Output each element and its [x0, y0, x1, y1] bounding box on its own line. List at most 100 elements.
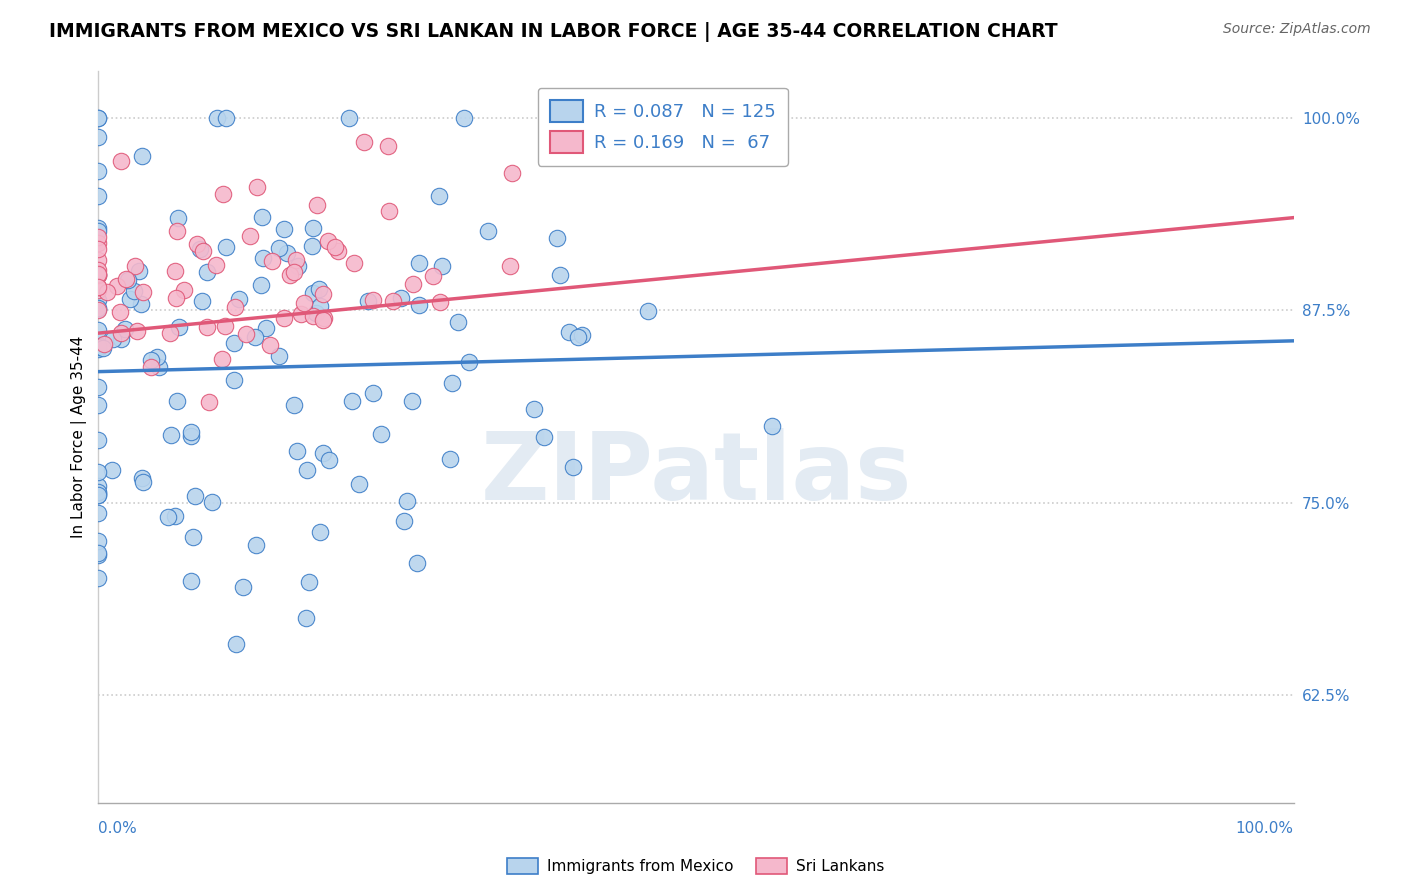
- Point: [108, 305, 131, 319]
- Point: [546, 231, 568, 245]
- Legend: Immigrants from Mexico, Sri Lankans: Immigrants from Mexico, Sri Lankans: [499, 851, 893, 882]
- Point: [173, 283, 195, 297]
- Point: [87, 268, 110, 282]
- Point: [132, 285, 155, 299]
- Point: [114, 322, 136, 336]
- Point: [110, 153, 132, 168]
- Point: [124, 259, 146, 273]
- Point: [318, 453, 340, 467]
- Point: [117, 273, 139, 287]
- Point: [276, 245, 298, 260]
- Point: [190, 242, 212, 256]
- Point: [132, 475, 155, 489]
- Point: [87, 485, 110, 500]
- Point: [165, 291, 187, 305]
- Point: [129, 297, 152, 311]
- Point: [87, 488, 110, 502]
- Point: [280, 268, 302, 282]
- Point: [294, 611, 316, 625]
- Point: [361, 293, 384, 308]
- Point: [87, 220, 110, 235]
- Point: [87, 548, 110, 562]
- Point: [499, 259, 522, 273]
- Point: [250, 211, 273, 225]
- Point: [87, 338, 110, 352]
- Point: [353, 135, 375, 149]
- Point: [166, 211, 188, 225]
- Point: [239, 229, 262, 244]
- Point: [283, 399, 305, 413]
- Point: [211, 352, 233, 367]
- Point: [285, 253, 308, 268]
- Point: [125, 324, 148, 338]
- Point: [87, 534, 110, 549]
- Point: [287, 259, 309, 273]
- Point: [87, 280, 110, 294]
- Point: [93, 337, 115, 351]
- Point: [249, 278, 271, 293]
- Point: [183, 489, 205, 503]
- Point: [159, 326, 181, 341]
- Point: [87, 546, 110, 560]
- Point: [214, 318, 236, 333]
- Point: [439, 452, 461, 467]
- Point: [87, 111, 110, 125]
- Text: 0.0%: 0.0%: [98, 821, 138, 836]
- Point: [87, 262, 110, 277]
- Point: [283, 265, 305, 279]
- Text: 100.0%: 100.0%: [1236, 821, 1294, 836]
- Point: [224, 336, 246, 351]
- Point: [501, 166, 523, 180]
- Point: [122, 284, 145, 298]
- Point: [205, 258, 228, 272]
- Point: [87, 343, 110, 357]
- Point: [195, 265, 218, 279]
- Point: [302, 286, 325, 301]
- Point: [87, 301, 110, 316]
- Point: [87, 488, 110, 502]
- Point: [215, 111, 238, 125]
- Point: [254, 321, 277, 335]
- Point: [87, 434, 110, 448]
- Point: [252, 251, 274, 265]
- Point: [235, 327, 257, 342]
- Point: [201, 495, 224, 509]
- Point: [290, 307, 312, 321]
- Point: [87, 235, 110, 250]
- Point: [377, 139, 399, 153]
- Point: [314, 310, 336, 325]
- Point: [224, 373, 246, 387]
- Point: [308, 524, 330, 539]
- Point: [101, 463, 124, 477]
- Point: [165, 508, 187, 523]
- Point: [87, 242, 110, 256]
- Point: [342, 394, 364, 409]
- Point: [269, 349, 291, 363]
- Point: [273, 221, 295, 235]
- Point: [87, 252, 110, 267]
- Text: Source: ZipAtlas.com: Source: ZipAtlas.com: [1223, 22, 1371, 37]
- Point: [120, 292, 142, 306]
- Point: [316, 234, 339, 248]
- Point: [401, 393, 423, 408]
- Point: [160, 428, 183, 442]
- Point: [395, 494, 418, 508]
- Point: [308, 281, 330, 295]
- Point: [382, 293, 405, 308]
- Point: [427, 189, 450, 203]
- Point: [163, 264, 186, 278]
- Point: [87, 188, 110, 202]
- Point: [205, 111, 228, 125]
- Point: [180, 574, 202, 588]
- Point: [228, 292, 250, 306]
- Point: [87, 486, 110, 500]
- Point: [262, 253, 284, 268]
- Point: [166, 394, 188, 409]
- Point: [326, 244, 349, 259]
- Point: [180, 425, 202, 439]
- Point: [370, 427, 392, 442]
- Point: [110, 332, 132, 346]
- Point: [440, 376, 463, 390]
- Point: [561, 460, 583, 475]
- Point: [157, 509, 180, 524]
